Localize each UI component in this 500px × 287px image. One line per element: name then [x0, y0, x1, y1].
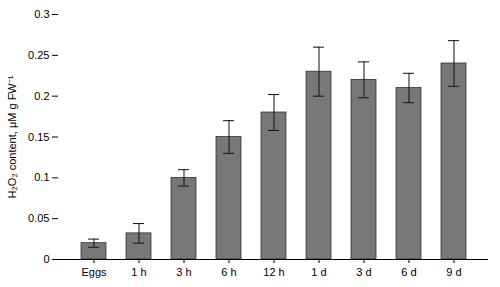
svg-text:0: 0 [43, 253, 49, 265]
svg-text:H₂O₂ content, μM g FW⁻¹: H₂O₂ content, μM g FW⁻¹ [6, 75, 18, 198]
svg-text:0.15: 0.15 [28, 131, 49, 143]
svg-text:6 h: 6 h [221, 266, 236, 278]
svg-text:0.1: 0.1 [34, 171, 49, 183]
svg-text:3 d: 3 d [356, 266, 371, 278]
svg-text:9 d: 9 d [446, 266, 461, 278]
svg-text:0.3: 0.3 [34, 8, 49, 20]
svg-text:0.2: 0.2 [34, 90, 49, 102]
svg-text:3 h: 3 h [176, 266, 191, 278]
svg-text:0.05: 0.05 [28, 212, 49, 224]
svg-text:Eggs: Eggs [81, 266, 107, 278]
svg-text:0.25: 0.25 [28, 49, 49, 61]
svg-text:1 d: 1 d [311, 266, 326, 278]
svg-text:1 h: 1 h [131, 266, 146, 278]
svg-text:6 d: 6 d [401, 266, 416, 278]
svg-text:12 h: 12 h [263, 266, 284, 278]
